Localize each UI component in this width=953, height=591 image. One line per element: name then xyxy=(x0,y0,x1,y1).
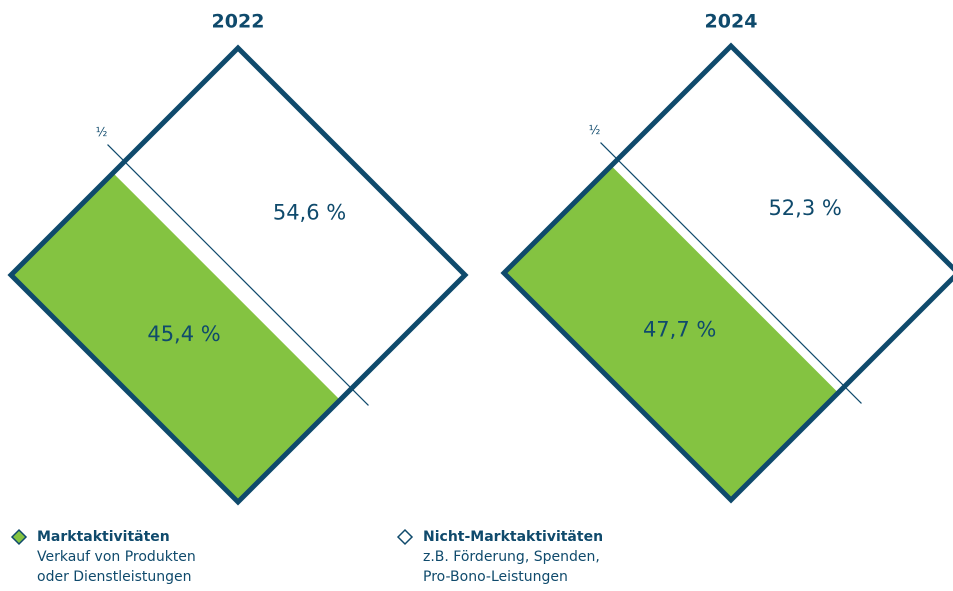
panel-title: 2024 xyxy=(705,11,758,33)
frame xyxy=(500,42,953,504)
frame xyxy=(7,44,469,506)
value-label: 54,6 % xyxy=(273,200,346,224)
reference-line xyxy=(600,142,862,404)
legend-description: oder Dienstleistungen xyxy=(37,569,192,585)
legend-swatch xyxy=(396,528,414,546)
value-label: 45,4 % xyxy=(147,322,220,346)
reference-line xyxy=(107,144,369,406)
legend-swatch xyxy=(10,528,28,546)
legend-description: Verkauf von Produkten xyxy=(37,549,196,565)
reference-label: ½ xyxy=(96,125,108,139)
legend-description: Pro-Bono-Leistungen xyxy=(423,569,568,585)
segment xyxy=(612,46,953,392)
reference-label: ½ xyxy=(589,123,601,137)
legend-label: Nicht-Marktaktivitäten xyxy=(423,529,603,545)
panel-title: 2022 xyxy=(212,11,265,33)
legend-description: z.B. Förderung, Spenden, xyxy=(423,549,600,565)
value-label: 52,3 % xyxy=(768,196,841,220)
segment xyxy=(114,48,465,399)
value-label: 47,7 % xyxy=(643,317,716,341)
legend-label: Marktaktivitäten xyxy=(37,529,170,545)
